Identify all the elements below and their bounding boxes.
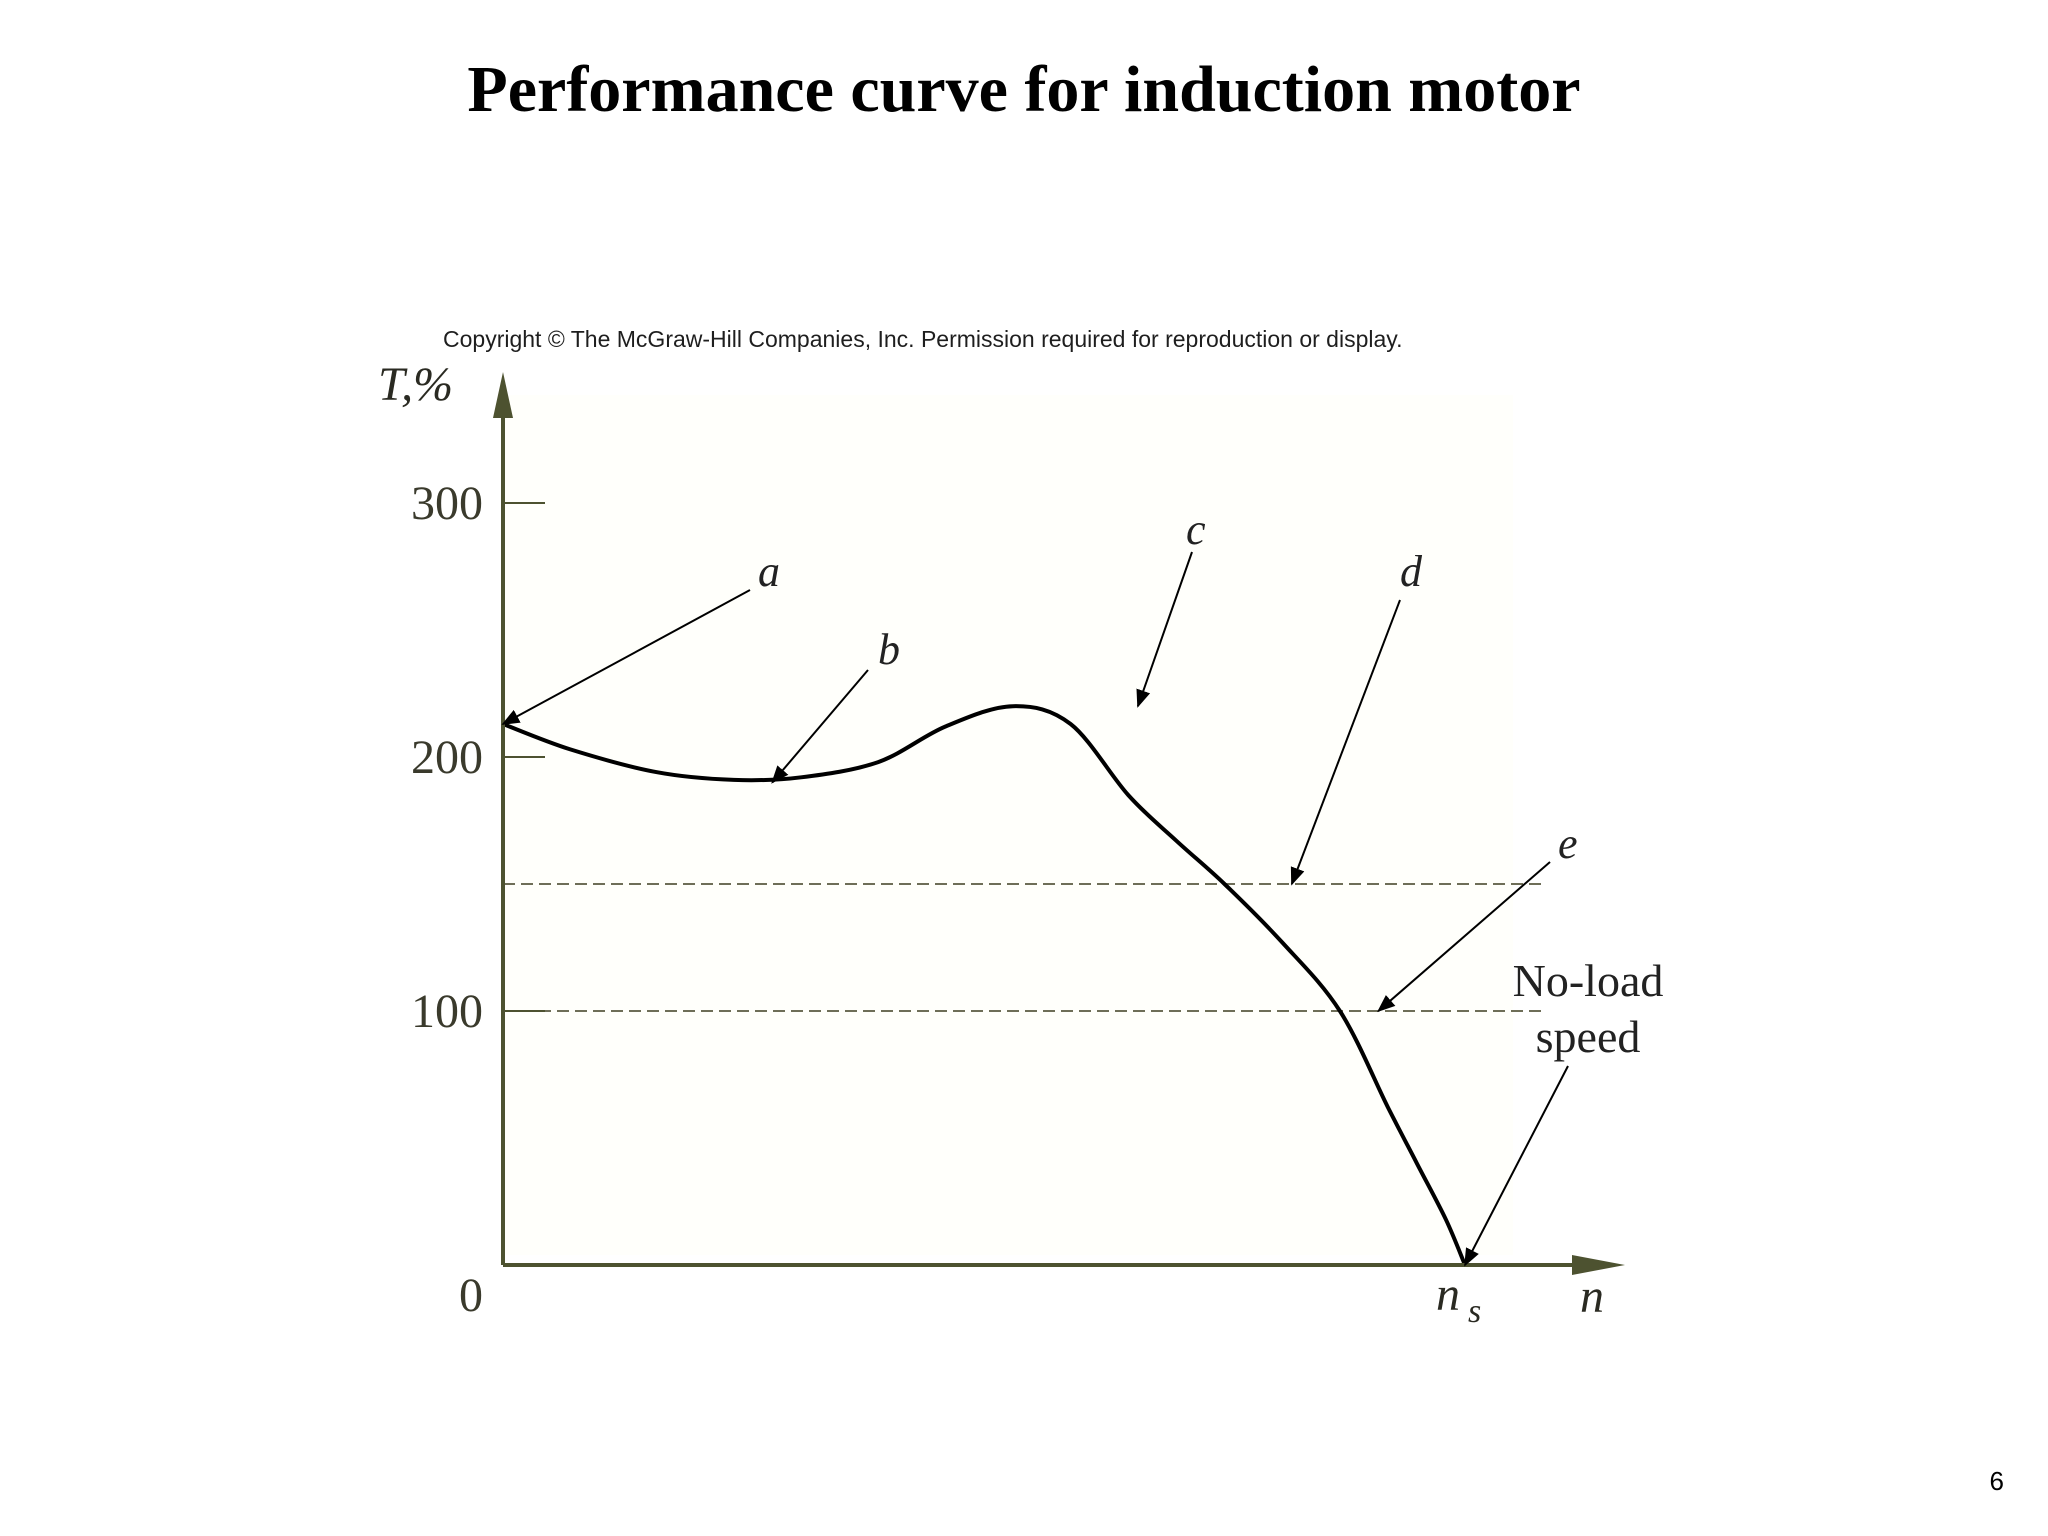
y-tick-label-0: 0	[459, 1269, 483, 1322]
callout-label-d: d	[1400, 547, 1423, 596]
callout-arrow-no-load-speed	[1464, 1065, 1569, 1267]
y-tick-label-300: 300	[411, 477, 483, 530]
y-axis-title: T,%	[378, 358, 453, 411]
y-axis-arrow	[493, 372, 513, 418]
x-axis-title: n	[1580, 1270, 1604, 1323]
x-tick-label-ns-main: n	[1436, 1268, 1460, 1321]
plot-background	[503, 395, 1513, 1255]
callout-label-no-load-speed: No-load speed	[1513, 955, 1664, 1062]
callout-label-c: c	[1186, 505, 1206, 554]
slide-title: Performance curve for induction motor	[467, 53, 1581, 126]
callout-arrow-b	[771, 669, 869, 784]
copyright-notice: Copyright © The McGraw-Hill Companies, I…	[443, 326, 1403, 352]
x-tick-label-ns: n s	[1436, 1268, 1481, 1330]
page-number: 6	[1989, 1466, 2004, 1496]
callout-arrow-c	[1136, 551, 1193, 708]
y-tick-label-100: 100	[411, 985, 483, 1038]
x-axis-arrow	[1572, 1255, 1625, 1275]
callout-arrow-a	[501, 589, 751, 725]
callout-arrow-d	[1290, 599, 1401, 886]
callout-arrow-e	[1377, 861, 1551, 1013]
callout-label-a: a	[758, 547, 780, 596]
x-tick-label-ns-sub: s	[1468, 1293, 1481, 1330]
callout-label-b: b	[878, 625, 900, 674]
callout-label-e: e	[1558, 819, 1578, 868]
y-tick-label-200: 200	[411, 731, 483, 784]
torque-speed-curve	[502, 704, 1467, 1266]
